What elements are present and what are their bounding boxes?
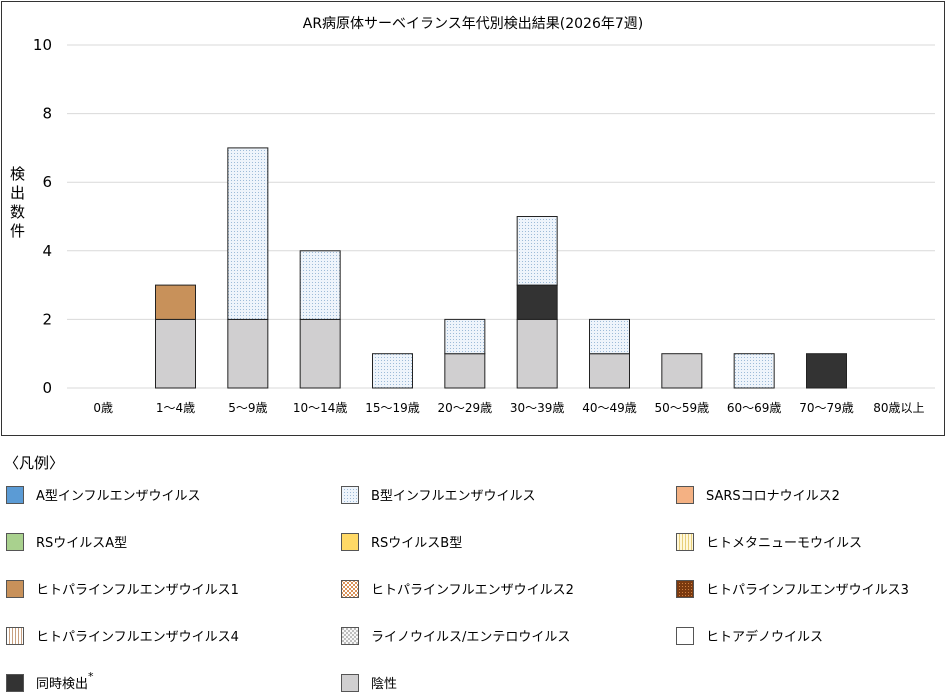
x-tick-label: 80歳以上	[873, 401, 924, 415]
bar-segment	[155, 318, 196, 389]
bar-segment	[227, 147, 269, 320]
legend-swatch	[676, 579, 694, 598]
x-tick-label: 60～69歳	[727, 401, 782, 415]
bar-segment	[661, 353, 703, 389]
legend-label: ヒトメタニューモウイルス	[706, 536, 863, 551]
legend-item: 同時検出 *	[6, 670, 94, 692]
x-tick-label: 1～4歳	[156, 401, 195, 415]
legend-swatch	[6, 485, 24, 504]
legend-item: ヒトアデノウイルス	[676, 626, 823, 645]
legend-item: B型インフルエンザウイルス	[341, 485, 536, 504]
legend-item: RSウイルスB型	[341, 532, 462, 551]
legend-label: ライノウイルス/エンテロウイルス	[371, 630, 571, 645]
x-tick-label: 40～49歳	[582, 401, 637, 415]
legend-label: ヒトパラインフルエンザウイルス1	[36, 583, 239, 598]
bar-segment	[444, 318, 486, 355]
legend-swatch	[341, 626, 359, 645]
legend-note: *	[88, 670, 94, 683]
legend-swatch	[341, 673, 359, 692]
legend-swatch	[341, 579, 359, 598]
legend-label: RSウイルスB型	[371, 536, 463, 551]
x-tick-label: 20～29歳	[438, 401, 493, 415]
legend-swatch	[341, 532, 359, 551]
bar-segment	[589, 318, 630, 355]
x-tick-label: 15～19歳	[365, 401, 420, 415]
legend-item: ライノウイルス/エンテロウイルス	[341, 626, 570, 645]
bar-segment	[516, 216, 558, 286]
y-tick-label: 6	[42, 173, 52, 191]
legend-swatch	[6, 532, 24, 551]
bar-segment	[372, 353, 413, 389]
legend-swatch	[676, 532, 694, 551]
legend-label: ヒトパラインフルエンザウイルス2	[371, 583, 574, 598]
legend-swatch	[676, 485, 694, 504]
y-tick-label: 8	[42, 105, 52, 123]
legend-label: 同時検出	[36, 677, 89, 692]
legend-label: RSウイルスA型	[36, 536, 128, 551]
bar-segment	[227, 318, 269, 389]
bar-segment	[516, 284, 558, 320]
legend-label: B型インフルエンザウイルス	[371, 489, 536, 504]
legend-swatch	[6, 579, 24, 598]
bar-segment	[806, 353, 847, 389]
chart: AR病原体サーベイランス年代別検出結果(2026年7週) 0 2 4 6 8 10 0歳 1～…	[1, 1, 945, 436]
bar-segment	[444, 353, 486, 389]
legend-item: 陰性	[341, 673, 397, 692]
chart-title: AR病原体サーベイランス年代別検出結果(2026年7週)	[303, 16, 643, 32]
legend-label: ヒトパラインフルエンザウイルス4	[36, 630, 239, 645]
bar-segment	[516, 318, 558, 389]
legend-item: RSウイルスA型	[6, 532, 127, 551]
legend-swatch	[341, 485, 359, 504]
y-tick-label: 10	[33, 36, 52, 54]
legend-item: A型インフルエンザウイルス	[6, 485, 201, 504]
y-tick-label: 0	[42, 379, 52, 397]
x-tick-label: 5～9歳	[228, 401, 267, 415]
x-tick-label: 0歳	[93, 401, 113, 415]
x-tick-label: 10～14歳	[293, 401, 348, 415]
legend-label: A型インフルエンザウイルス	[36, 489, 201, 504]
legend-item: ヒトパラインフルエンザウイルス1	[6, 579, 239, 598]
x-tick-label: 70～79歳	[799, 401, 854, 415]
legend-label: 陰性	[371, 677, 398, 692]
legend-label: SARSコロナウイルス2	[706, 489, 840, 504]
bar-segment	[155, 284, 196, 320]
legend-title: 〈凡例〉	[4, 454, 65, 472]
bar-segment	[299, 250, 341, 320]
legend-label: ヒトアデノウイルス	[706, 630, 824, 645]
bar-segment	[733, 353, 775, 389]
legend-swatch	[6, 626, 24, 645]
legend-item: ヒトパラインフルエンザウイルス4	[6, 626, 239, 645]
y-tick-label: 4	[42, 242, 52, 260]
y-axis-label: 検出数件	[8, 166, 26, 242]
bar-segment	[589, 353, 630, 389]
legend-item: SARSコロナウイルス2	[676, 485, 840, 504]
legend-swatch	[6, 673, 24, 692]
bar-segment	[299, 318, 341, 389]
legend-item: ヒトメタニューモウイルス	[676, 532, 862, 551]
legend-label: ヒトパラインフルエンザウイルス3	[706, 583, 909, 598]
legend-swatch	[676, 626, 694, 645]
x-tick-label: 50～59歳	[655, 401, 710, 415]
x-tick-label: 30～39歳	[510, 401, 565, 415]
y-tick-label: 2	[42, 310, 52, 328]
legend-item: ヒトパラインフルエンザウイルス2	[341, 579, 574, 598]
legend-item: ヒトパラインフルエンザウイルス3	[676, 579, 909, 598]
